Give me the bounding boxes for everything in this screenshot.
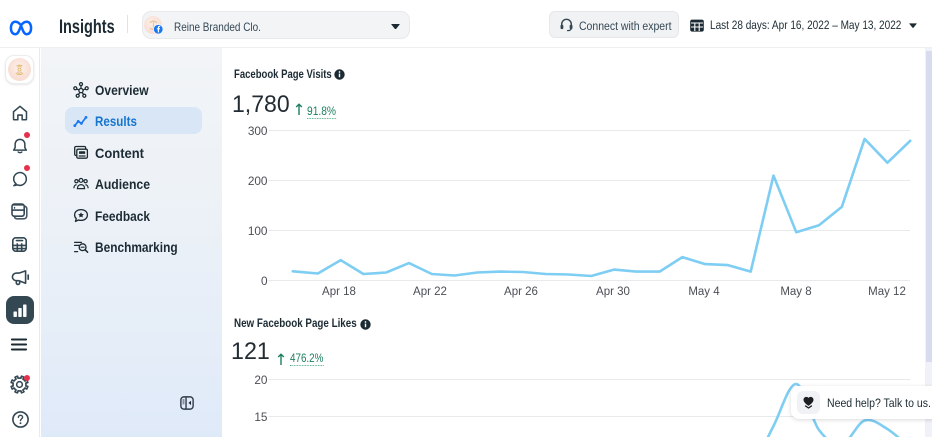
svg-text:20: 20 <box>254 373 268 387</box>
svg-text:100: 100 <box>248 224 268 238</box>
svg-text:Apr 30: Apr 30 <box>596 286 630 298</box>
svg-text:May 4: May 4 <box>688 286 720 298</box>
svg-text:Apr 18: Apr 18 <box>322 286 356 298</box>
svg-text:Apr 26: Apr 26 <box>504 286 538 298</box>
svg-text:May 12: May 12 <box>868 286 906 298</box>
svg-text:15: 15 <box>254 410 268 424</box>
svg-text:300: 300 <box>248 124 268 138</box>
svg-text:0: 0 <box>261 274 268 288</box>
svg-text:Apr 22: Apr 22 <box>413 286 447 298</box>
svg-text:May 8: May 8 <box>780 286 811 298</box>
svg-text:200: 200 <box>248 174 268 188</box>
